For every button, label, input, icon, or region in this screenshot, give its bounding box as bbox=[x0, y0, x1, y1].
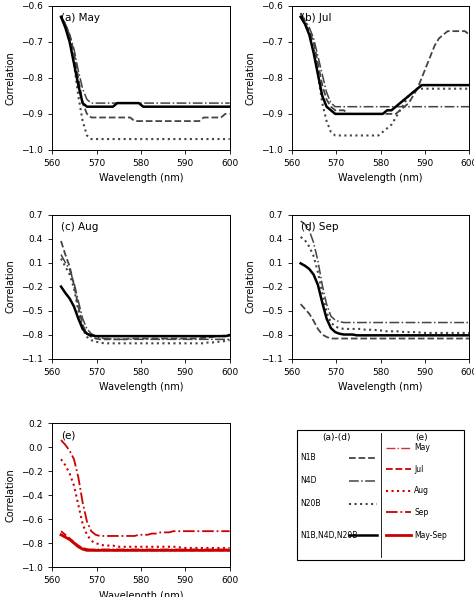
Text: (d) Sep: (d) Sep bbox=[301, 222, 338, 232]
Text: May: May bbox=[414, 443, 430, 452]
Y-axis label: Correlation: Correlation bbox=[6, 260, 16, 313]
Text: Sep: Sep bbox=[414, 508, 428, 517]
Text: May-Sep: May-Sep bbox=[414, 531, 447, 540]
Text: (c) Aug: (c) Aug bbox=[61, 222, 99, 232]
X-axis label: Wavelength (nm): Wavelength (nm) bbox=[99, 174, 183, 183]
Text: (a)-(d): (a)-(d) bbox=[322, 433, 350, 442]
Text: (b) Jul: (b) Jul bbox=[301, 13, 331, 23]
Text: N1B: N1B bbox=[301, 453, 316, 462]
Y-axis label: Correlation: Correlation bbox=[246, 260, 255, 313]
Text: (e): (e) bbox=[415, 433, 428, 442]
X-axis label: Wavelength (nm): Wavelength (nm) bbox=[338, 382, 423, 392]
FancyBboxPatch shape bbox=[297, 430, 464, 560]
X-axis label: Wavelength (nm): Wavelength (nm) bbox=[99, 591, 183, 597]
X-axis label: Wavelength (nm): Wavelength (nm) bbox=[338, 174, 423, 183]
Y-axis label: Correlation: Correlation bbox=[246, 51, 255, 105]
Text: (a) May: (a) May bbox=[61, 13, 100, 23]
Text: Jul: Jul bbox=[414, 465, 424, 474]
Text: (e): (e) bbox=[61, 430, 75, 441]
Text: Aug: Aug bbox=[414, 487, 429, 496]
Text: N4D: N4D bbox=[301, 476, 317, 485]
X-axis label: Wavelength (nm): Wavelength (nm) bbox=[99, 382, 183, 392]
Y-axis label: Correlation: Correlation bbox=[6, 468, 16, 522]
Y-axis label: Correlation: Correlation bbox=[6, 51, 16, 105]
Text: N20B: N20B bbox=[301, 499, 321, 508]
Text: N1B,N4D,N20B: N1B,N4D,N20B bbox=[301, 531, 358, 540]
